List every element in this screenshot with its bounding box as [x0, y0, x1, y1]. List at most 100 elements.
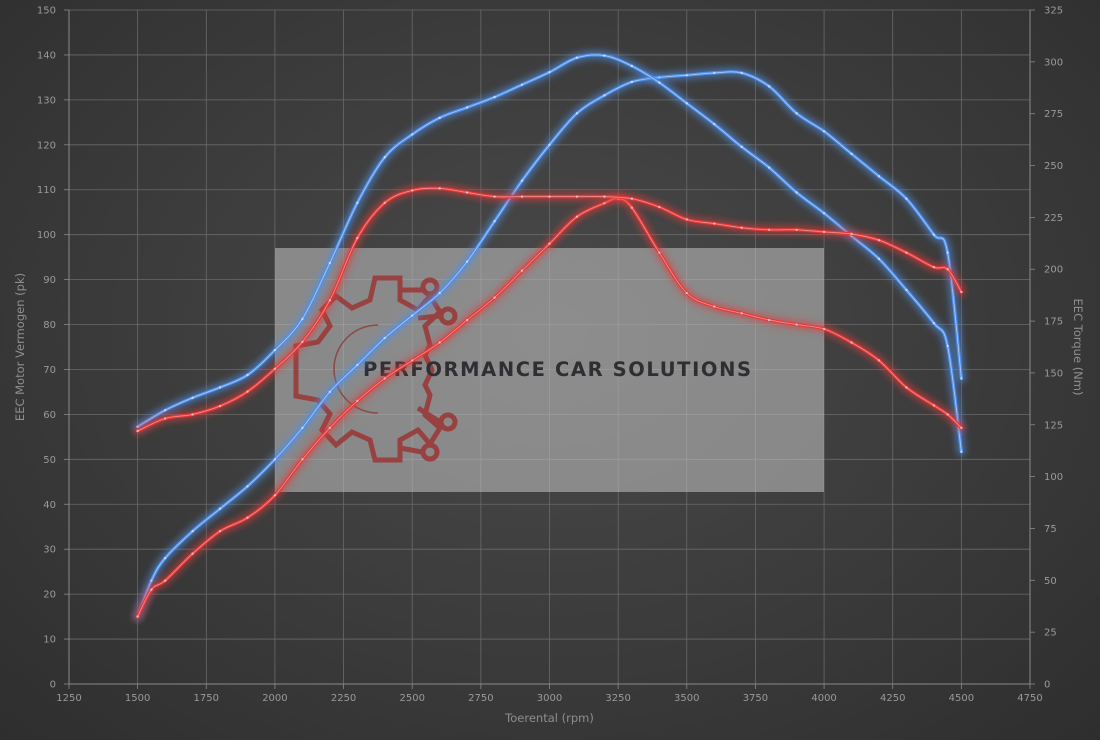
- series-point: [438, 291, 441, 295]
- series-point: [685, 218, 688, 221]
- series-point: [946, 413, 949, 416]
- series-point: [191, 552, 194, 555]
- series-point: [383, 377, 386, 380]
- series-point: [603, 195, 606, 198]
- y-left-tick-label: 20: [43, 590, 56, 601]
- y-right-tick-label: 275: [1044, 109, 1063, 120]
- series-point: [218, 386, 222, 389]
- y-left-tick-label: 50: [43, 455, 56, 466]
- series-point: [822, 230, 826, 234]
- series-point: [383, 336, 386, 340]
- y-right-tick-label: 25: [1044, 628, 1057, 639]
- series-point: [465, 260, 469, 263]
- series-point: [740, 71, 743, 75]
- series-highlight: [137, 187, 962, 432]
- series-point: [905, 288, 908, 292]
- series-point: [136, 429, 139, 433]
- series-point: [795, 228, 798, 232]
- y-left-tick-label: 140: [37, 50, 56, 61]
- series-point: [575, 112, 579, 115]
- series-point: [932, 265, 936, 269]
- watermark: PERFORMANCE CAR SOLUTIONS: [275, 248, 824, 492]
- series-point: [163, 409, 167, 412]
- series-point: [822, 212, 826, 215]
- series-point: [273, 367, 277, 370]
- y-left-tick-label: 120: [37, 140, 56, 151]
- series-point: [328, 426, 332, 430]
- y-right-tick-label: 50: [1044, 576, 1057, 587]
- y-right-tick-label: 200: [1044, 265, 1063, 276]
- series-point: [767, 318, 771, 322]
- x-tick-label: 3500: [674, 693, 699, 704]
- y-left-tick-label: 80: [43, 320, 56, 331]
- series-point: [356, 363, 359, 367]
- y-left-tick-label: 0: [50, 680, 56, 691]
- series-point: [713, 122, 716, 126]
- series-point: [630, 64, 634, 68]
- series-point: [658, 205, 661, 209]
- series-point: [630, 80, 634, 84]
- series-point: [246, 373, 249, 377]
- series-point: [301, 426, 304, 430]
- series-point: [960, 290, 963, 294]
- series-point: [356, 236, 359, 240]
- y-right-tick-label: 75: [1044, 524, 1057, 535]
- y-left-tick-label: 110: [37, 185, 56, 196]
- series-point: [356, 399, 359, 403]
- series-point: [932, 233, 936, 236]
- series-point: [658, 81, 661, 84]
- y-left-tick-label: 150: [37, 6, 56, 17]
- y-right-tick-label: 150: [1044, 368, 1063, 379]
- series-point: [163, 579, 167, 582]
- series-point: [905, 197, 908, 200]
- y-right-tick-label: 0: [1044, 680, 1050, 691]
- series-point: [150, 588, 153, 591]
- y-left-tick-label: 30: [43, 545, 56, 556]
- series-point: [877, 175, 881, 178]
- x-tick-label: 2000: [262, 693, 287, 704]
- series-point: [465, 191, 469, 194]
- x-tick-label: 2250: [331, 693, 356, 704]
- x-tick-label: 2750: [468, 693, 493, 704]
- series-point: [575, 215, 579, 218]
- series-point: [946, 268, 949, 271]
- series-point: [493, 296, 496, 299]
- series-point: [218, 530, 222, 533]
- y-right-tick-label: 125: [1044, 420, 1063, 431]
- series-point: [850, 341, 853, 344]
- series-point: [411, 189, 414, 192]
- y-right-tick-label: 300: [1044, 57, 1063, 68]
- series-point: [150, 579, 153, 582]
- series-point: [685, 73, 688, 77]
- series-point: [822, 130, 826, 133]
- x-tick-label: 2500: [399, 693, 424, 704]
- series-layer: [133, 50, 966, 622]
- series-point: [493, 219, 496, 223]
- series-point: [658, 251, 661, 254]
- x-tick-label: 1750: [194, 693, 219, 704]
- y-right-axis-title: EEC Torque (Nm): [1071, 299, 1085, 396]
- y-left-tick-label: 100: [37, 230, 56, 241]
- series-point: [548, 195, 551, 198]
- series-point: [740, 226, 743, 229]
- series-point: [713, 222, 716, 225]
- series-point: [218, 507, 222, 510]
- series-point: [603, 54, 606, 57]
- y-left-tick-label: 10: [43, 635, 56, 646]
- series-point: [795, 112, 798, 115]
- x-tick-label: 3000: [537, 693, 562, 704]
- series-point: [520, 269, 524, 272]
- series-point: [575, 195, 579, 198]
- watermark-panel: [275, 248, 824, 492]
- series-point: [767, 166, 771, 169]
- series-point: [548, 143, 551, 146]
- series-point: [246, 485, 249, 488]
- series-point: [603, 94, 606, 97]
- series-point: [877, 359, 881, 362]
- series-point: [795, 323, 798, 326]
- series-point: [740, 312, 743, 315]
- series-point: [301, 317, 304, 321]
- series-2: [133, 194, 966, 622]
- series-point: [630, 206, 634, 209]
